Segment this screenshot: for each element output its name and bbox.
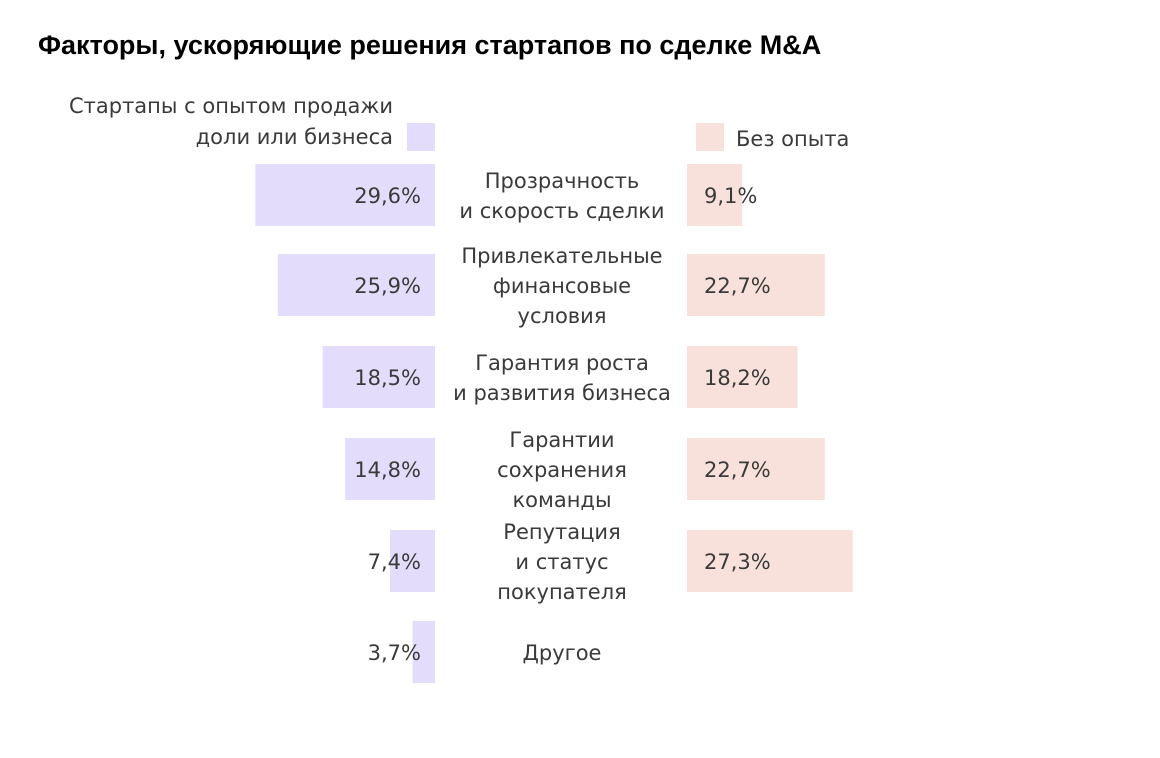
bar-experienced xyxy=(345,438,435,500)
legend-swatch-experienced xyxy=(407,123,435,151)
legend-label-experienced-line-1: Стартапы с опытом продажи xyxy=(68,94,393,118)
category-label: Репутация и статус покупателя xyxy=(497,520,627,604)
category-label: Привлекательные финансовые условия xyxy=(461,244,662,328)
bar-no-experience xyxy=(687,346,798,408)
chart-title: Факторы, ускоряющие решения стартапов по… xyxy=(38,30,822,60)
category-label-line: Другое xyxy=(523,641,602,665)
legend-label-no-experience: Без опыта xyxy=(736,127,850,151)
category-label-line: и скорость сделки xyxy=(459,199,664,223)
data-label-experienced: 14,8% xyxy=(354,458,421,482)
category-label-line: Прозрачность xyxy=(485,169,639,193)
category-label: Гарантии сохранения команды xyxy=(497,428,627,512)
category-label: Другое xyxy=(523,641,602,665)
bar-experienced xyxy=(255,164,435,226)
data-label-no-experience: 27,3% xyxy=(704,550,771,574)
legend-label-experienced: Стартапы с опытом продажи доли или бизне… xyxy=(40,91,393,153)
bar-experienced xyxy=(322,346,435,408)
category-label: Прозрачность и скорость сделки xyxy=(459,169,664,223)
data-label-no-experience: 22,7% xyxy=(704,274,771,298)
bar-experienced xyxy=(390,530,435,592)
data-label-no-experience: 22,7% xyxy=(704,458,771,482)
category-label-line: Гарантии xyxy=(509,428,614,452)
category-label-line: сохранения xyxy=(497,458,627,482)
data-label-experienced: 18,5% xyxy=(354,366,421,390)
legend-label-experienced-line-2: доли или бизнеса xyxy=(195,125,393,149)
data-label-no-experience: 9,1% xyxy=(704,184,757,208)
bar-no-experience xyxy=(687,164,743,226)
category-label-line: команды xyxy=(512,488,611,512)
category-label-line: покупателя xyxy=(497,580,627,604)
bar-experienced xyxy=(412,621,435,683)
legend-swatch-no-experience xyxy=(696,123,724,151)
category-label-line: и развития бизнеса xyxy=(453,381,671,405)
bar-no-experience xyxy=(687,254,825,316)
category-label-line: Репутация xyxy=(503,520,620,544)
data-label-experienced: 25,9% xyxy=(354,274,421,298)
category-label-line: условия xyxy=(518,304,607,328)
bar-experienced xyxy=(277,254,435,316)
category-label-line: Привлекательные xyxy=(461,244,662,268)
category-label-line: Гарантия роста xyxy=(475,351,649,375)
bar-no-experience xyxy=(687,438,825,500)
category-label-line: финансовые xyxy=(493,274,631,298)
data-label-no-experience: 18,2% xyxy=(704,366,771,390)
data-label-experienced: 29,6% xyxy=(354,184,421,208)
category-label: Гарантия роста и развития бизнеса xyxy=(453,351,671,405)
category-label-line: и статус xyxy=(515,550,608,574)
data-label-experienced: 7,4% xyxy=(368,550,421,574)
data-label-experienced: 3,7% xyxy=(368,641,421,665)
bar-no-experience xyxy=(687,530,853,592)
